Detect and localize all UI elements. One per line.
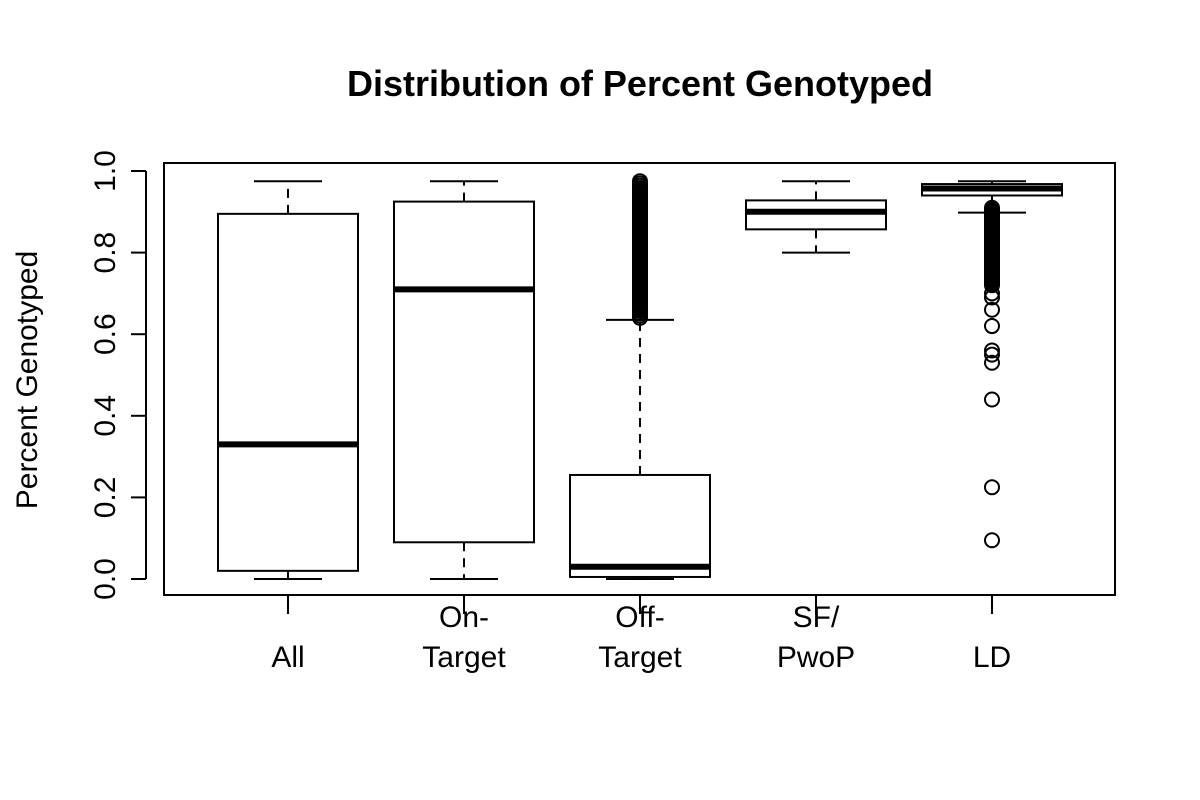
- x-tick-label: SF/: [793, 601, 840, 634]
- outlier-point: [984, 199, 1000, 216]
- outlier-point: [984, 301, 1000, 318]
- y-tick-label: 0.0: [89, 558, 122, 600]
- y-axis-label: Percent Genotyped: [11, 251, 44, 510]
- x-tick-label: Off-: [615, 601, 664, 634]
- x-tick-label: All: [271, 641, 304, 674]
- y-tick-label: 0.6: [89, 313, 122, 355]
- outlier-point: [984, 346, 1000, 363]
- outlier-point: [984, 391, 1000, 408]
- y-tick-label: 0.2: [89, 477, 122, 519]
- outlier-band: [632, 181, 648, 318]
- outlier-point: [984, 318, 1000, 335]
- y-tick-label: 0.8: [89, 232, 122, 274]
- chart-title: Distribution of Percent Genotyped: [347, 63, 933, 104]
- box-iqr: [745, 199, 887, 231]
- x-tick-label: Target: [598, 641, 682, 674]
- box-iqr: [217, 212, 359, 572]
- x-tick-label: Target: [422, 641, 506, 674]
- outlier-point: [984, 289, 1000, 306]
- box-iqr: [569, 473, 711, 578]
- x-tick-label: PwoP: [777, 641, 855, 674]
- outlier-point: [984, 342, 1000, 359]
- plot-frame: [163, 162, 1116, 596]
- chart-marks: 0.0 0.2 0.4 0.6 0.8 1.0 All On- Target Off- Target…: [89, 150, 1063, 674]
- outlier-point: [984, 354, 1000, 371]
- y-tick-label: 1.0: [89, 150, 122, 192]
- outlier-point: [984, 479, 1000, 496]
- y-tick-label: 0.4: [89, 395, 122, 437]
- x-tick-label: On-: [439, 601, 489, 634]
- x-tick-label: LD: [973, 641, 1011, 674]
- box-iqr: [393, 200, 535, 544]
- outlier-point: [984, 285, 1000, 302]
- outlier-point: [984, 532, 1000, 549]
